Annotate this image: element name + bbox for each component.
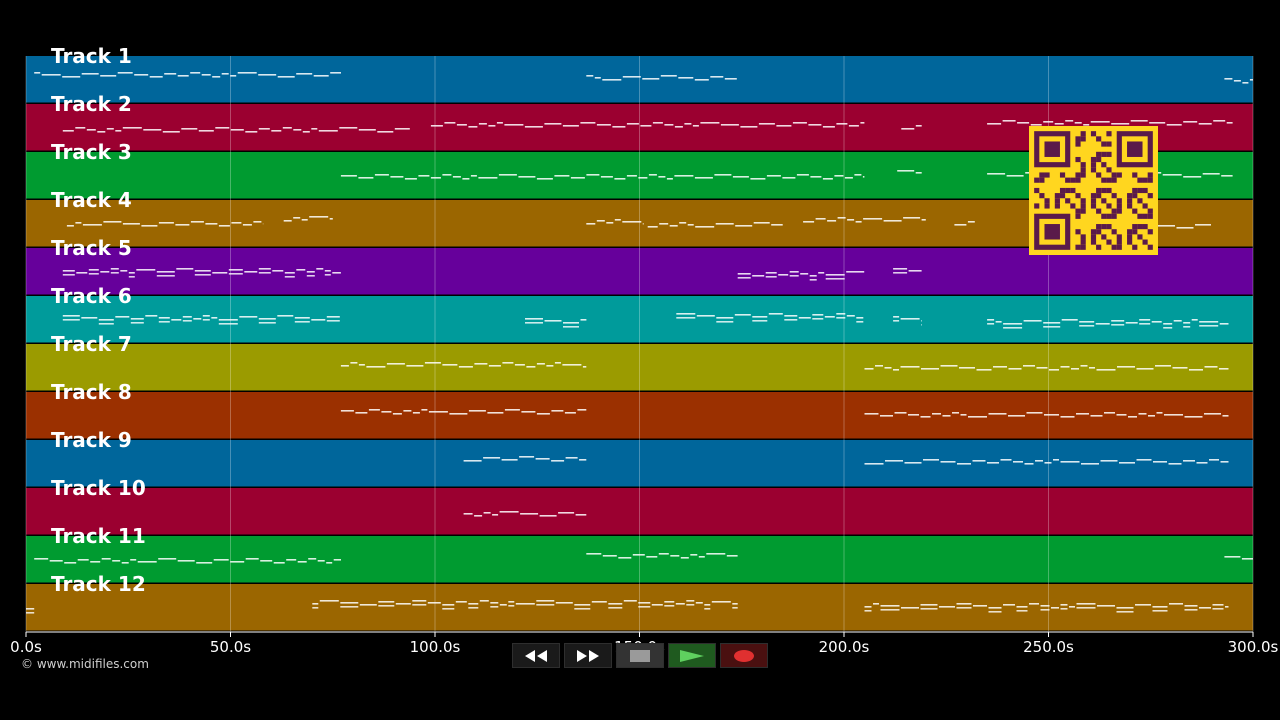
note-cluster (283, 216, 333, 222)
note-cluster (66, 221, 264, 227)
record-button[interactable] (720, 643, 768, 668)
track-label: Track 5 (51, 236, 132, 260)
note-cluster (987, 120, 1233, 126)
rewind-button[interactable] (512, 643, 560, 668)
track-label: Track 7 (51, 332, 132, 356)
track-label: Track 6 (51, 284, 132, 308)
track-label: Track 12 (51, 572, 146, 596)
note-cluster (1224, 78, 1253, 84)
note-cluster (62, 268, 341, 278)
note-cluster (1224, 556, 1253, 560)
track-lane (26, 344, 1253, 391)
track-label: Track 2 (51, 92, 132, 116)
time-tick-label: 100.0s (410, 638, 461, 656)
play-button[interactable] (668, 643, 716, 668)
note-cluster (864, 603, 1229, 613)
play-icon (680, 649, 704, 662)
note-cluster (463, 456, 587, 462)
note-cluster (62, 127, 410, 133)
time-tick-label: 200.0s (819, 638, 870, 656)
note-cluster (676, 313, 864, 323)
stop-button[interactable] (616, 643, 664, 668)
note-cluster (525, 318, 587, 328)
note-cluster (897, 170, 922, 174)
note-cluster (864, 459, 1229, 465)
time-tick-label: 300.0s (1228, 638, 1279, 656)
note-cluster (340, 174, 865, 180)
note-cluster (312, 600, 738, 610)
fast-forward-icon (577, 649, 599, 662)
time-tick-label: 0.0s (10, 638, 42, 656)
note-cluster (340, 409, 587, 415)
track-label: Track 3 (51, 140, 132, 164)
note-cluster (893, 268, 922, 274)
note-cluster (737, 271, 865, 281)
record-icon (734, 649, 754, 662)
note-cluster (647, 222, 783, 228)
stop-icon (630, 649, 650, 662)
note-cluster (864, 412, 1229, 418)
track-label: Track 4 (51, 188, 132, 212)
note-cluster (34, 72, 341, 78)
track-label: Track 10 (51, 476, 146, 500)
note-cluster (463, 511, 587, 517)
time-tick-label: 250.0s (1023, 638, 1074, 656)
note-cluster (987, 319, 1229, 329)
rewind-icon (525, 649, 547, 662)
qr-code (1029, 126, 1158, 255)
note-cluster (430, 122, 865, 128)
note-cluster (893, 316, 922, 326)
note-cluster (586, 553, 738, 559)
note-cluster (803, 217, 926, 223)
note-cluster (34, 558, 341, 564)
track-lane (26, 536, 1253, 583)
note-cluster (62, 315, 340, 325)
note-cluster (901, 125, 922, 130)
track-label: Track 8 (51, 380, 132, 404)
note-cluster (340, 362, 587, 368)
note-cluster (586, 75, 737, 81)
track-label: Track 11 (51, 524, 146, 548)
track-label: Track 1 (51, 44, 132, 68)
track-lane (26, 56, 1253, 103)
fast-forward-button[interactable] (564, 643, 612, 668)
copyright-text: © www.midifiles.com (21, 657, 149, 671)
time-tick-label: 50.0s (210, 638, 251, 656)
track-label: Track 9 (51, 428, 132, 452)
track-lane (26, 488, 1253, 535)
note-cluster (954, 221, 975, 226)
track-lane (26, 248, 1253, 295)
note-cluster (586, 219, 644, 225)
transport-controls (512, 643, 768, 668)
note-cluster (26, 608, 35, 614)
note-cluster (864, 365, 1229, 371)
